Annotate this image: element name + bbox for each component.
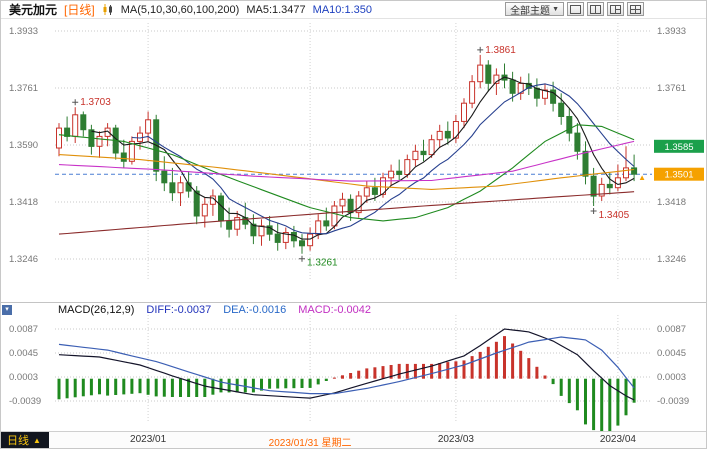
macd-axis-label-right: 0.0003	[657, 372, 686, 383]
y-axis-label-right: 1.3246	[657, 254, 686, 265]
price-annotation-label: 1.3703	[80, 97, 111, 108]
svg-text:1.3501: 1.3501	[664, 170, 693, 181]
layout-three-pane-button[interactable]	[607, 2, 624, 16]
candlestick-icon	[102, 3, 114, 16]
layout-3-icon	[610, 4, 621, 14]
y-axis-label-right: 1.3418	[657, 197, 686, 208]
macd-settings-label[interactable]: MACD(26,12,9)	[58, 304, 135, 316]
macd-chart[interactable]: 0.0087 0.0087 0.0045 0.0045 0.0003 0.0003 -0.0…	[1, 303, 707, 434]
macd-axis-label-right: 0.0087	[657, 324, 686, 335]
extreme-cross-marker	[590, 208, 597, 214]
macd-axis-label-left: 0.0087	[9, 324, 38, 335]
price-annotation-label: 1.3261	[307, 258, 338, 269]
y-axis-label-left: 1.3761	[9, 83, 38, 94]
layout-four-pane-button[interactable]	[627, 2, 644, 16]
x-axis-label: 2023/01	[130, 434, 167, 445]
y-axis-label-right: 1.3933	[657, 26, 686, 37]
macd-axis-label-left: 0.0045	[9, 348, 38, 359]
indicator-collapse-icon[interactable]: ▾	[2, 305, 12, 315]
ma10-value: MA10:1.350	[312, 3, 372, 16]
macd-grid: 0.0087 0.0087 0.0045 0.0045 0.0003 0.0003 -0.0…	[9, 315, 689, 421]
extreme-cross-marker	[72, 99, 79, 106]
layout-2-icon	[590, 4, 601, 14]
theme-selector-button[interactable]: 全部主题 ▼	[505, 2, 564, 17]
timeframe-button[interactable]: 日线 ▲	[1, 432, 49, 448]
svg-text:1.3585: 1.3585	[664, 142, 693, 153]
chevron-down-icon: ▼	[552, 5, 559, 13]
extreme-cross-marker	[477, 46, 484, 53]
price-badge: 1.3501	[654, 167, 704, 181]
last-candle-marker: ▲	[638, 173, 646, 182]
header-controls: 全部主题 ▼	[505, 2, 644, 17]
macd-axis-label-right: 0.0045	[657, 348, 686, 359]
macd-axis-label-right: -0.0039	[657, 396, 689, 407]
time-axis: 日线 ▲ 2023/01 2023/01/31 星期二 2023/03 2023/04	[1, 431, 706, 448]
extreme-cross-marker	[299, 255, 305, 262]
ma-line-ma60	[58, 154, 635, 190]
ma-line-ma200	[58, 191, 635, 235]
y-axis-label-left: 1.3933	[9, 26, 38, 37]
price-annotation-label: 1.3405	[599, 210, 630, 221]
ma-line-ma5	[91, 76, 635, 240]
macd-diff-line	[58, 328, 635, 401]
theme-selector-label: 全部主题	[510, 5, 551, 17]
layout-1-icon	[570, 4, 581, 14]
price-annotation-label: 1.3861	[485, 45, 516, 56]
layout-two-pane-button[interactable]	[587, 2, 604, 16]
ma-line-ma30	[58, 124, 635, 222]
x-axis-label: 2023/03	[437, 434, 474, 445]
price-chart[interactable]: 1.39331.39331.37611.37611.35901.35901.34…	[1, 19, 707, 303]
macd-dea-value: DEA:-0.0016	[223, 304, 287, 316]
macd-axis-label-left: 0.0003	[9, 372, 38, 383]
ma-line-ma100	[58, 140, 635, 182]
price-badge: 1.3585	[654, 139, 704, 153]
x-axis-label: 2023/04	[599, 434, 636, 445]
y-axis-label-right: 1.3761	[657, 83, 686, 94]
y-axis-label-left: 1.3246	[9, 254, 38, 265]
ma5-value: MA5:1.3477	[246, 3, 306, 16]
y-axis-label-left: 1.3590	[9, 140, 38, 151]
macd-dea-line	[58, 336, 635, 395]
chart-header: 美元加元 [日线] MA(5,10,30,60,100,200) MA5:1.3…	[1, 1, 706, 19]
ma-line-ma10	[131, 83, 635, 235]
layout-single-button[interactable]	[567, 2, 584, 16]
period-tag[interactable]: [日线]	[64, 3, 95, 17]
macd-axis-label-left: -0.0039	[9, 396, 41, 407]
symbol-name: 美元加元	[9, 3, 58, 17]
macd-diff-value: DIFF:-0.0037	[146, 304, 212, 316]
layout-4-icon	[630, 4, 641, 14]
ma-settings-label[interactable]: MA(5,10,30,60,100,200)	[120, 3, 240, 16]
timeframe-label: 日线	[7, 435, 29, 447]
x-axis-label: 2023/01/31 星期二	[268, 438, 352, 449]
price-annotations: 1.3703 1.3861 1.3261 1.3405	[72, 45, 630, 269]
ma-lines-layer	[58, 76, 635, 240]
macd-hist-value: MACD:-0.0042	[298, 304, 371, 316]
macd-header: MACD(26,12,9) DIFF:-0.0037 DEA:-0.0016 M…	[58, 304, 371, 316]
triangle-up-icon: ▲	[33, 435, 41, 445]
y-axis-label-left: 1.3418	[9, 197, 38, 208]
macd-histogram	[57, 336, 636, 434]
